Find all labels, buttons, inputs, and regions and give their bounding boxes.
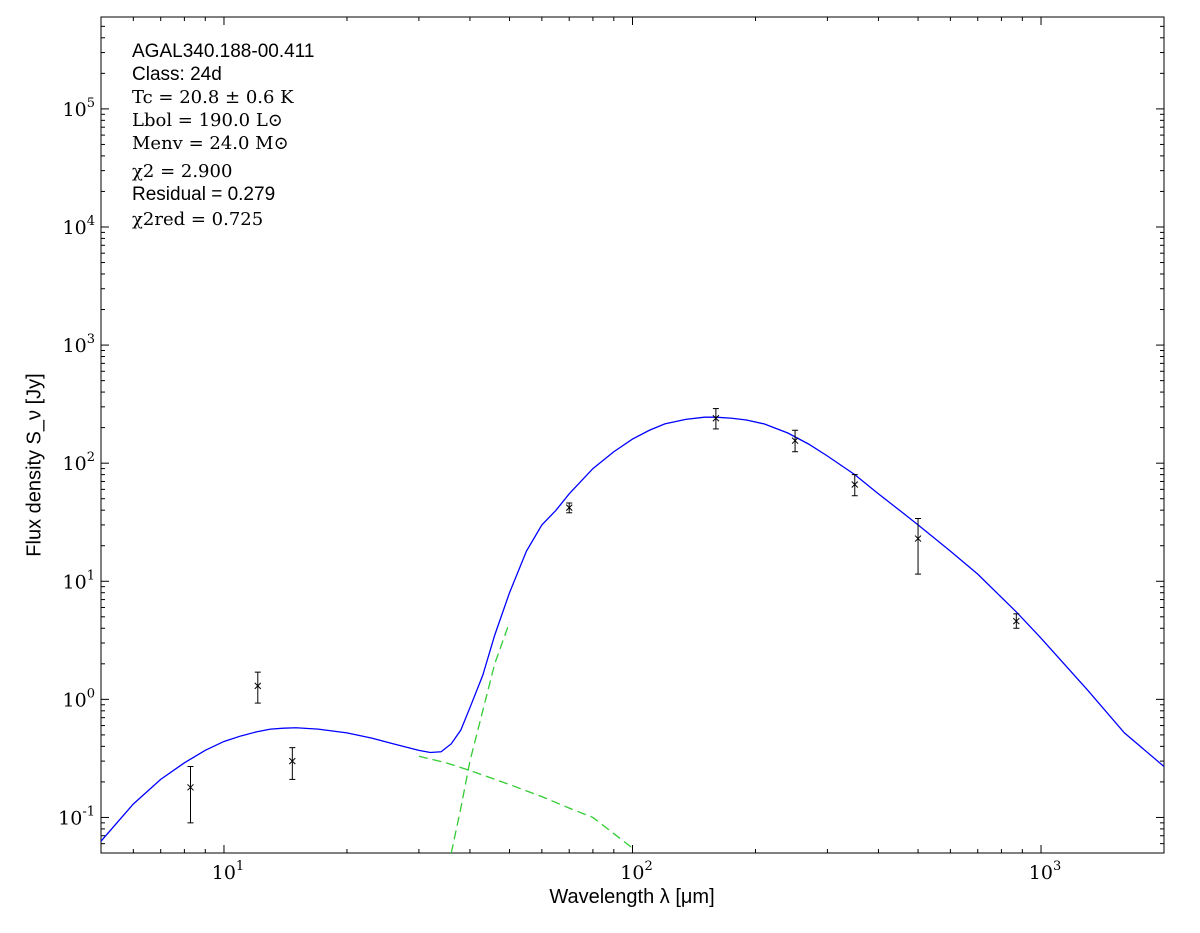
x-axis-label: Wavelength λ [μm] [549,886,715,908]
chi2-label: χ2 = 2.900 [132,161,233,182]
tc-label: Tc = 20.8 ± 0.6 K [132,87,294,108]
y-tick-label: 104 [63,214,95,239]
y-tick-label: 105 [63,96,95,121]
class-label: Class: 24d [132,64,222,85]
component-curve-1 [418,755,633,849]
y-tick-label: 102 [63,450,95,475]
x-tick-label: 102 [620,859,652,884]
y-tick-label: 103 [63,332,95,357]
data-point-8 [1012,617,1020,625]
lbol-label: Lbol = 190.0 L⊙ [132,110,283,131]
axis-ticks: 101 102 103 10-1 100 101 102 103 104 105 [58,16,1165,884]
y-tick-label: 101 [63,568,95,593]
y-axis-label: Flux density S_ν [Jy] [23,373,46,557]
model-curves [101,416,1164,853]
data-point-1 [254,682,262,690]
data-point-5 [791,437,799,445]
observation-points [187,408,1020,824]
data-point-4 [712,414,720,422]
x-tick-label: 101 [212,859,244,884]
data-point-2 [288,757,296,765]
residual-label: Residual = 0.279 [132,184,276,205]
component-curve-2 [450,622,511,853]
data-point-7 [914,535,922,542]
total-fit-curve [101,416,1164,842]
data-point-6 [851,481,859,488]
chi2-red-label: χ2red = 0.725 [132,209,264,230]
data-point-3 [565,504,573,512]
x-tick-label: 103 [1029,859,1061,884]
source-name: AGAL340.188-00.411 [132,41,315,62]
y-tick-label: 100 [63,686,95,711]
menv-label: Menv = 24.0 M⊙ [132,133,289,154]
y-tick-label: 10-1 [58,804,95,829]
data-point-0 [187,783,194,791]
